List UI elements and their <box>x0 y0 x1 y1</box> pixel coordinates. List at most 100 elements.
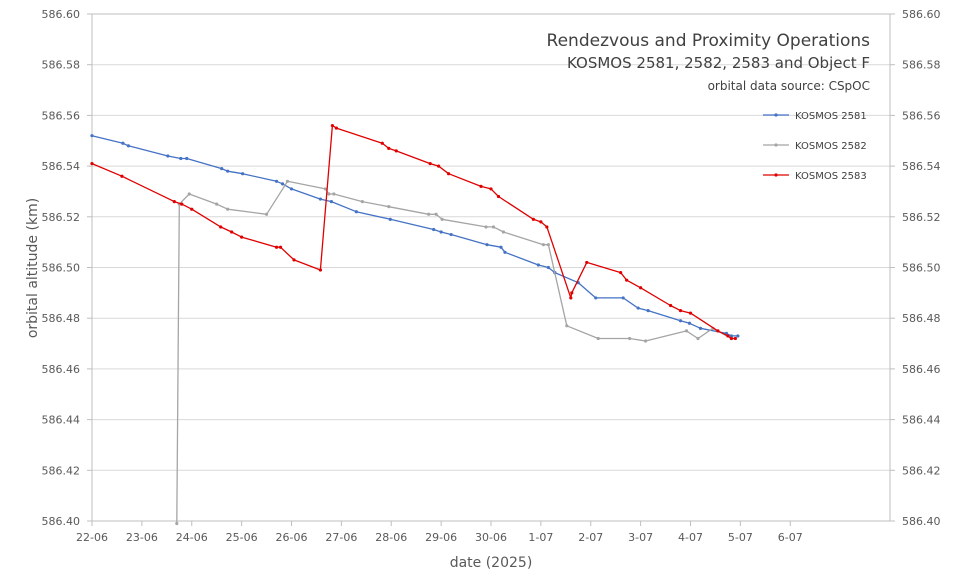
data-point <box>447 172 451 176</box>
data-point <box>546 243 550 247</box>
x-tick-label: 22-06 <box>76 531 108 544</box>
x-axis-ticks: 22-06 23-06 24-06 25-06 26-06 27-06 28-06 29-06… <box>76 521 803 544</box>
data-point <box>387 205 391 209</box>
x-axis-title: date (2025) <box>450 555 533 571</box>
y-tick-label: 586.40 <box>42 515 81 528</box>
data-point <box>121 141 125 145</box>
y-tick-label: 586.60 <box>42 8 81 21</box>
data-point <box>687 321 692 325</box>
data-point <box>241 172 245 176</box>
data-point <box>219 225 223 229</box>
data-point <box>729 334 733 338</box>
data-point <box>569 296 573 300</box>
data-point <box>278 245 283 249</box>
data-point <box>394 149 398 153</box>
data-point <box>501 230 506 234</box>
series-kosmos-2581 <box>90 134 740 338</box>
data-point <box>696 336 700 341</box>
x-tick-label: 2-07 <box>578 531 603 544</box>
data-point <box>126 144 131 148</box>
data-point <box>716 329 720 333</box>
y-tick-label: 586.56 <box>902 109 941 122</box>
data-point <box>636 306 640 310</box>
data-point <box>323 187 328 191</box>
data-point <box>327 192 331 196</box>
data-point <box>440 217 444 221</box>
data-point <box>166 154 170 158</box>
x-tick-label: 28-06 <box>375 531 407 544</box>
data-point <box>318 197 323 201</box>
data-point <box>733 336 737 341</box>
legend-label: KOSMOS 2583 <box>795 171 867 182</box>
data-point <box>449 232 453 237</box>
y-tick-label: 586.44 <box>42 414 81 427</box>
data-point <box>503 250 507 254</box>
data-point <box>185 156 189 161</box>
data-point <box>536 263 540 267</box>
x-tick-label: 6-07 <box>778 531 803 544</box>
data-point <box>678 308 683 313</box>
data-point <box>726 334 730 338</box>
data-point <box>437 164 441 168</box>
series-line <box>91 124 736 340</box>
legend-item: KOSMOS 2581 <box>763 111 867 122</box>
series-line <box>176 180 732 524</box>
y-tick-label: 586.50 <box>902 262 941 275</box>
data-point <box>292 258 296 262</box>
legend-marker <box>774 173 778 177</box>
data-point <box>427 212 431 216</box>
data-point <box>541 243 545 247</box>
data-point <box>499 245 503 249</box>
data-point <box>619 270 623 275</box>
data-point <box>120 174 124 178</box>
data-point <box>388 217 392 221</box>
data-point <box>175 521 179 526</box>
legend: KOSMOS 2581 KOSMOS 2582 KOSMOS 2583 <box>763 111 867 182</box>
y-tick-label: 586.42 <box>902 464 941 477</box>
data-point <box>240 235 244 239</box>
x-tick-label: 25-06 <box>226 531 258 544</box>
data-point <box>546 265 550 270</box>
data-point <box>496 194 501 199</box>
y-tick-label: 586.50 <box>42 262 81 275</box>
data-point <box>432 227 436 232</box>
data-point <box>596 336 600 341</box>
y-tick-label: 586.40 <box>902 515 941 528</box>
x-tick-label: 4-07 <box>678 531 703 544</box>
data-point <box>190 207 194 211</box>
data-source-note: orbital data source: CSpOC <box>708 79 870 93</box>
data-point <box>285 179 290 183</box>
x-tick-label: 30-06 <box>475 531 507 544</box>
data-point <box>280 182 285 186</box>
data-point <box>688 311 693 315</box>
data-point <box>491 225 496 229</box>
data-point <box>736 334 740 338</box>
x-tick-label: 1-07 <box>528 531 553 544</box>
legend-marker <box>774 113 778 117</box>
data-point <box>489 187 493 191</box>
x-tick-label: 5-07 <box>728 531 753 544</box>
y-tick-label: 586.42 <box>42 464 81 477</box>
data-point <box>387 146 391 150</box>
data-point <box>90 161 94 166</box>
data-point <box>639 286 643 290</box>
data-series <box>90 123 740 526</box>
y-tick-label: 586.46 <box>42 363 81 376</box>
y-tick-label: 586.46 <box>902 363 941 376</box>
data-point <box>179 156 183 161</box>
data-point <box>274 245 279 249</box>
data-point <box>428 161 432 166</box>
legend-label: KOSMOS 2582 <box>795 141 867 152</box>
data-point <box>334 126 338 130</box>
y-tick-label: 586.56 <box>42 109 81 122</box>
data-point <box>329 199 333 204</box>
legend-item: KOSMOS 2583 <box>763 171 867 182</box>
y-axis-title: orbital altitude (km) <box>25 198 41 338</box>
legend-label: KOSMOS 2581 <box>795 111 867 122</box>
data-point <box>594 296 598 300</box>
y-tick-label: 586.44 <box>902 414 941 427</box>
y-tick-label: 586.52 <box>42 211 81 224</box>
y-axis-left-ticks: 586.40 586.42 586.44 586.46 586.48 586.50 586.… <box>42 8 92 528</box>
data-point <box>485 243 489 247</box>
